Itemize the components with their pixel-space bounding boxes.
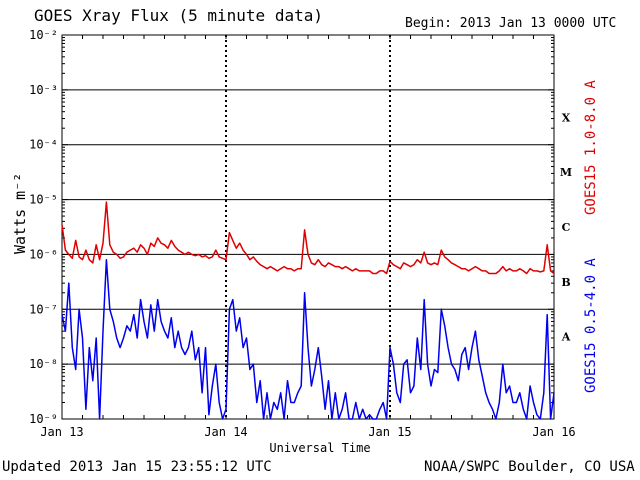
- updated-timestamp: Updated 2013 Jan 15 23:55:12 UTC: [2, 459, 272, 475]
- y-axis-label: Watts m⁻²: [11, 172, 29, 254]
- y-tick-label: 10⁻⁴: [29, 138, 58, 152]
- source-credit: NOAA/SWPC Boulder, CO USA: [424, 459, 635, 475]
- y-axis-ticks: 10⁻⁹ 10⁻⁸ 10⁻⁷ 10⁻⁶ 10⁻⁵ 10⁻⁴ 10⁻³ 10⁻²: [29, 28, 554, 426]
- series-label-short-channel: GOES15 0.5-4.0 A: [583, 258, 599, 393]
- horizontal-gridlines: [62, 89, 554, 365]
- series-line: [61, 201, 555, 275]
- y-tick-label: 10⁻⁸: [29, 357, 58, 371]
- begin-time-label: Begin: 2013 Jan 13 0000 UTC: [405, 16, 617, 31]
- y-tick-label: 10⁻²: [29, 28, 58, 42]
- series-label-long-channel: GOES15 1.0-8.0 A: [583, 80, 599, 215]
- series-line: [61, 258, 555, 420]
- flare-class-label: M: [560, 166, 572, 179]
- x-tick-label: Jan 15: [368, 425, 411, 439]
- series-lines: [61, 201, 555, 420]
- y-tick-label: 10⁻³: [29, 83, 58, 97]
- flare-class-label: X: [562, 111, 571, 124]
- y-tick-label: 10⁻⁹: [29, 412, 58, 426]
- flare-class-labels: A B C M X: [560, 111, 572, 343]
- flare-class-label: C: [562, 221, 571, 234]
- day-boundary-gridlines: [225, 35, 391, 419]
- x-tick-label: Jan 16: [532, 425, 575, 439]
- y-tick-label: 10⁻⁵: [29, 193, 58, 207]
- y-tick-label: 10⁻⁷: [29, 302, 58, 316]
- plot-frame: [61, 34, 555, 420]
- x-axis-label: Universal Time: [269, 441, 371, 455]
- chart-title: GOES Xray Flux (5 minute data): [34, 6, 323, 25]
- flare-class-label: B: [561, 276, 570, 289]
- y-tick-label: 10⁻⁶: [29, 247, 58, 261]
- x-axis-ticks: Jan 13 Jan 14 Jan 15 Jan 16: [40, 35, 576, 439]
- flare-class-label: A: [561, 331, 571, 344]
- x-tick-label: Jan 14: [204, 425, 247, 439]
- x-tick-label: Jan 13: [40, 425, 83, 439]
